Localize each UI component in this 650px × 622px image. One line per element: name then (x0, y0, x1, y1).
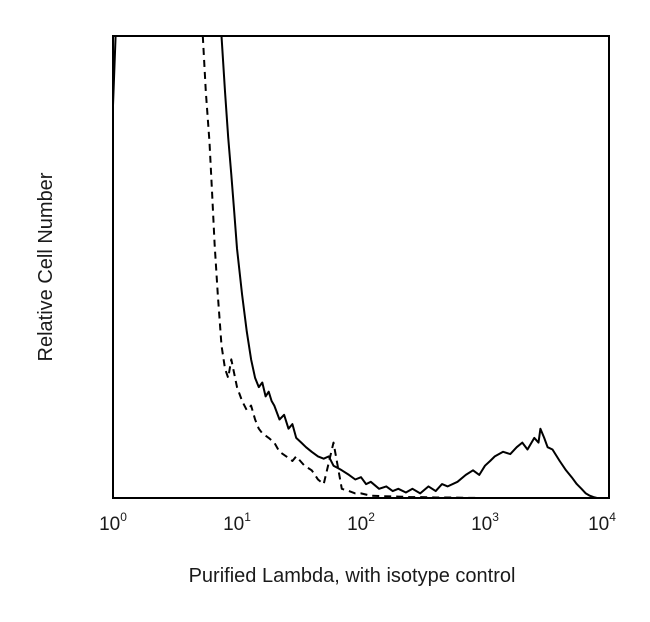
x-tick-label: 103 (471, 510, 499, 535)
y-axis-title: Relative Cell Number (35, 172, 57, 361)
plot-background (113, 36, 609, 498)
x-tick-label: 100 (99, 510, 127, 535)
isotype-control-series-line (201, 35, 486, 499)
x-tick-exponent: 3 (492, 510, 499, 524)
x-tick-exponent: 1 (244, 510, 251, 524)
series-layer (112, 35, 598, 499)
x-tick-base: 10 (347, 514, 368, 535)
plot-frame (112, 35, 610, 499)
x-tick-exponent: 4 (609, 510, 616, 524)
x-tick-base: 10 (588, 514, 609, 535)
x-tick-base: 10 (223, 514, 244, 535)
x-tick-exponent: 0 (120, 510, 127, 524)
x-tick-base: 10 (99, 514, 120, 535)
x-tick-base: 10 (471, 514, 492, 535)
x-tick-label: 104 (588, 510, 616, 535)
lambda-series-line (112, 35, 598, 499)
x-tick-label: 101 (223, 510, 251, 535)
x-tick-exponent: 2 (368, 510, 375, 524)
x-axis-title: Purified Lambda, with isotype control (189, 565, 516, 587)
x-tick-label: 102 (347, 510, 375, 535)
